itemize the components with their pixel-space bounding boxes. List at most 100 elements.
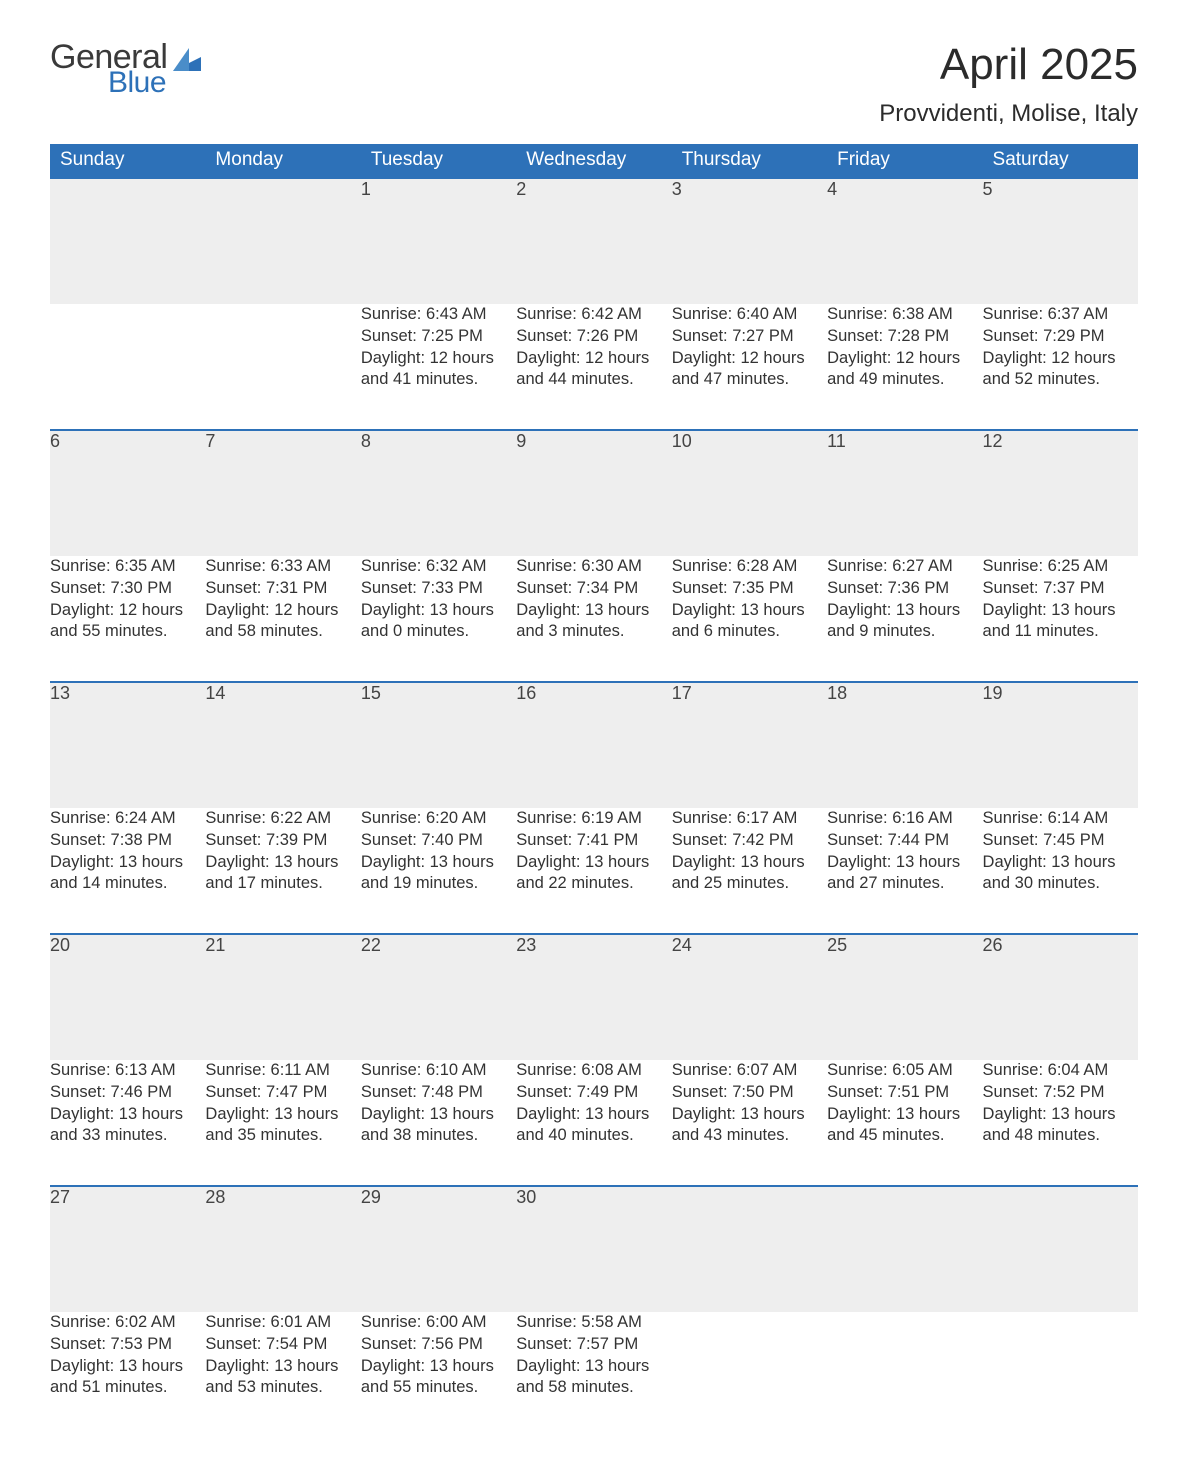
content-row: Sunrise: 6:24 AMSunset: 7:38 PMDaylight:… [50, 808, 1138, 934]
day-cell: Sunrise: 6:17 AMSunset: 7:42 PMDaylight:… [672, 808, 827, 934]
daylight-line-1: Daylight: 13 hours [672, 852, 827, 874]
sunset-line: Sunset: 7:31 PM [205, 578, 360, 600]
sunrise-line: Sunrise: 6:01 AM [205, 1312, 360, 1334]
daylight-line-2: and 45 minutes. [827, 1125, 982, 1147]
daylight-line-1: Daylight: 13 hours [983, 852, 1138, 874]
daylight-line-2: and 38 minutes. [361, 1125, 516, 1147]
day-cell: Sunrise: 6:14 AMSunset: 7:45 PMDaylight:… [983, 808, 1138, 934]
daynum-row: 12345 [50, 178, 1138, 304]
sunrise-line: Sunrise: 6:38 AM [827, 304, 982, 326]
day-header-row: SundayMondayTuesdayWednesdayThursdayFrid… [50, 144, 1138, 178]
day-number: 5 [983, 178, 1138, 304]
sunrise-line: Sunrise: 6:40 AM [672, 304, 827, 326]
day-cell: Sunrise: 6:11 AMSunset: 7:47 PMDaylight:… [205, 1060, 360, 1186]
day-number: 15 [361, 682, 516, 808]
day-cell: Sunrise: 6:10 AMSunset: 7:48 PMDaylight:… [361, 1060, 516, 1186]
sunset-line: Sunset: 7:34 PM [516, 578, 671, 600]
day-number: 17 [672, 682, 827, 808]
day-cell: Sunrise: 6:30 AMSunset: 7:34 PMDaylight:… [516, 556, 671, 682]
day-number: 24 [672, 934, 827, 1060]
daylight-line-2: and 47 minutes. [672, 369, 827, 391]
sunset-line: Sunset: 7:37 PM [983, 578, 1138, 600]
day-number: 21 [205, 934, 360, 1060]
sunset-line: Sunset: 7:28 PM [827, 326, 982, 348]
sunrise-line: Sunrise: 6:17 AM [672, 808, 827, 830]
daylight-line-1: Daylight: 13 hours [205, 852, 360, 874]
sunrise-line: Sunrise: 6:13 AM [50, 1060, 205, 1082]
daylight-line-1: Daylight: 12 hours [827, 348, 982, 370]
daylight-line-2: and 44 minutes. [516, 369, 671, 391]
daylight-line-2: and 27 minutes. [827, 873, 982, 895]
day-header: Wednesday [516, 144, 671, 178]
sunrise-line: Sunrise: 6:05 AM [827, 1060, 982, 1082]
daylight-line-2: and 6 minutes. [672, 621, 827, 643]
day-number: 22 [361, 934, 516, 1060]
daynum-row: 13141516171819 [50, 682, 1138, 808]
day-number: 3 [672, 178, 827, 304]
day-number: 30 [516, 1186, 671, 1312]
day-cell [672, 1312, 827, 1438]
sunrise-line: Sunrise: 6:10 AM [361, 1060, 516, 1082]
day-cell: Sunrise: 6:16 AMSunset: 7:44 PMDaylight:… [827, 808, 982, 934]
sunset-line: Sunset: 7:41 PM [516, 830, 671, 852]
daylight-line-1: Daylight: 13 hours [672, 600, 827, 622]
sunset-line: Sunset: 7:30 PM [50, 578, 205, 600]
day-cell: Sunrise: 6:33 AMSunset: 7:31 PMDaylight:… [205, 556, 360, 682]
sunset-line: Sunset: 7:27 PM [672, 326, 827, 348]
daylight-line-2: and 41 minutes. [361, 369, 516, 391]
daylight-line-2: and 14 minutes. [50, 873, 205, 895]
daylight-line-2: and 51 minutes. [50, 1377, 205, 1399]
sunrise-line: Sunrise: 6:35 AM [50, 556, 205, 578]
day-number: 9 [516, 430, 671, 556]
day-number [827, 1186, 982, 1312]
daylight-line-2: and 0 minutes. [361, 621, 516, 643]
daylight-line-1: Daylight: 13 hours [50, 1104, 205, 1126]
day-cell [205, 304, 360, 430]
daylight-line-2: and 35 minutes. [205, 1125, 360, 1147]
header: General Blue April 2025 Provvidenti, Mol… [50, 40, 1138, 138]
sunset-line: Sunset: 7:35 PM [672, 578, 827, 600]
sunset-line: Sunset: 7:25 PM [361, 326, 516, 348]
day-cell: Sunrise: 6:35 AMSunset: 7:30 PMDaylight:… [50, 556, 205, 682]
sunset-line: Sunset: 7:47 PM [205, 1082, 360, 1104]
daylight-line-2: and 49 minutes. [827, 369, 982, 391]
daylight-line-2: and 3 minutes. [516, 621, 671, 643]
daylight-line-2: and 9 minutes. [827, 621, 982, 643]
sunset-line: Sunset: 7:51 PM [827, 1082, 982, 1104]
day-header: Friday [827, 144, 982, 178]
sunset-line: Sunset: 7:57 PM [516, 1334, 671, 1356]
day-cell: Sunrise: 6:38 AMSunset: 7:28 PMDaylight:… [827, 304, 982, 430]
daylight-line-1: Daylight: 13 hours [516, 1356, 671, 1378]
sunrise-line: Sunrise: 6:19 AM [516, 808, 671, 830]
sunset-line: Sunset: 7:53 PM [50, 1334, 205, 1356]
sunrise-line: Sunrise: 6:30 AM [516, 556, 671, 578]
day-cell: Sunrise: 6:02 AMSunset: 7:53 PMDaylight:… [50, 1312, 205, 1438]
calendar-table: SundayMondayTuesdayWednesdayThursdayFrid… [50, 144, 1138, 1438]
sunrise-line: Sunrise: 6:20 AM [361, 808, 516, 830]
sunrise-line: Sunrise: 6:33 AM [205, 556, 360, 578]
sunrise-line: Sunrise: 6:43 AM [361, 304, 516, 326]
daylight-line-1: Daylight: 13 hours [361, 852, 516, 874]
daylight-line-1: Daylight: 13 hours [205, 1356, 360, 1378]
day-cell: Sunrise: 6:01 AMSunset: 7:54 PMDaylight:… [205, 1312, 360, 1438]
day-cell [50, 304, 205, 430]
daylight-line-1: Daylight: 12 hours [983, 348, 1138, 370]
day-number: 23 [516, 934, 671, 1060]
day-header: Saturday [983, 144, 1138, 178]
day-cell: Sunrise: 6:08 AMSunset: 7:49 PMDaylight:… [516, 1060, 671, 1186]
sunset-line: Sunset: 7:54 PM [205, 1334, 360, 1356]
daylight-line-2: and 17 minutes. [205, 873, 360, 895]
daylight-line-2: and 58 minutes. [205, 621, 360, 643]
day-number: 4 [827, 178, 982, 304]
daylight-line-1: Daylight: 12 hours [516, 348, 671, 370]
logo-word2: Blue [108, 68, 167, 98]
sunset-line: Sunset: 7:39 PM [205, 830, 360, 852]
daynum-row: 6789101112 [50, 430, 1138, 556]
day-number [983, 1186, 1138, 1312]
day-number: 25 [827, 934, 982, 1060]
day-cell: Sunrise: 6:20 AMSunset: 7:40 PMDaylight:… [361, 808, 516, 934]
logo: General Blue [50, 40, 205, 98]
daylight-line-1: Daylight: 13 hours [827, 1104, 982, 1126]
sunrise-line: Sunrise: 6:27 AM [827, 556, 982, 578]
sunrise-line: Sunrise: 6:07 AM [672, 1060, 827, 1082]
